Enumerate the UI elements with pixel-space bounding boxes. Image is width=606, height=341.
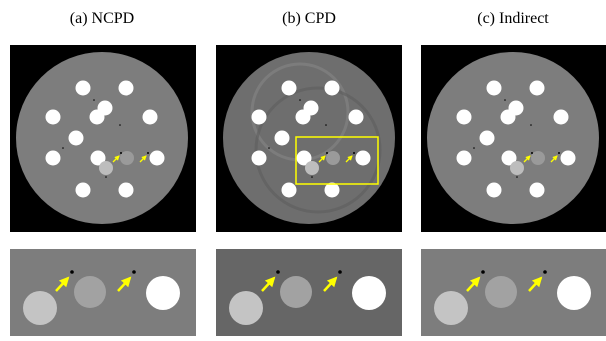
figure: (a) NCPD (b) CPD (c) Indirect <box>0 0 606 336</box>
caption: (a) NCPD <box>70 10 134 27</box>
caption: (c) Indirect <box>477 10 549 27</box>
panel-ncpd <box>10 45 196 232</box>
page: (a) NCPD (b) CPD (c) Indirect (() => { c… <box>0 0 606 336</box>
crop-ncpd <box>10 249 196 336</box>
caption: (b) CPD <box>282 10 336 27</box>
panel-indirect <box>421 45 606 232</box>
crop-cpd <box>216 249 402 336</box>
crop-indirect <box>421 249 606 336</box>
panel-cpd <box>216 45 402 232</box>
